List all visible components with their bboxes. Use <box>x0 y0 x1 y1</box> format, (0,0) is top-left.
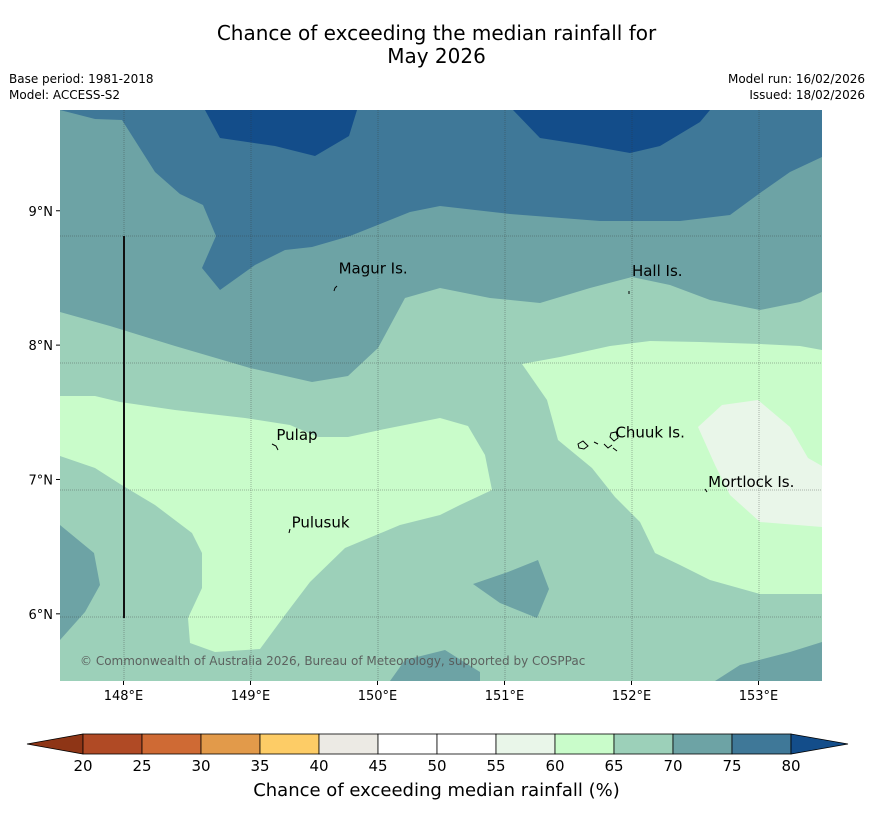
colorbar-segment <box>495 733 556 755</box>
place-labels: Magur Is. Hall Is. Pulap Chuuk Is. Mortlock … <box>276 260 794 532</box>
lat-tick-label: 9°N <box>29 205 54 220</box>
colorbar-segment <box>672 733 733 755</box>
base-period-text: Base period: 1981-2018 <box>9 72 154 86</box>
contour-fills <box>60 110 822 681</box>
contour-55-60-east <box>698 400 822 527</box>
colorbar-segment <box>731 733 792 755</box>
longitude-ticks: 148°E 149°E 150°E 151°E 152°E 153°E <box>104 681 779 704</box>
latitude-ticks: 9°N 8°N 7°N 6°N <box>29 205 60 623</box>
contour-80-plus-east <box>513 110 710 153</box>
chart-title: Chance of exceeding the median rainfall … <box>0 22 873 68</box>
title-line-2: May 2026 <box>387 44 486 68</box>
place-label: Magur Is. <box>339 260 408 278</box>
colorbar-segment <box>82 733 143 755</box>
lat-tick-label: 8°N <box>29 339 54 354</box>
colorbar-segment <box>613 733 674 755</box>
lon-tick-label: 149°E <box>231 689 271 704</box>
contour-80-plus-west <box>205 110 357 156</box>
colorbar-extend-high <box>790 733 849 755</box>
lon-tick-label: 148°E <box>104 689 144 704</box>
place-label: Chuuk Is. <box>615 423 684 441</box>
place-label: Mortlock Is. <box>708 473 794 491</box>
lon-tick-label: 152°E <box>612 689 652 704</box>
colorbar: 20 25 30 35 40 45 50 55 60 65 70 75 80 <box>26 733 849 775</box>
colorbar-segment <box>377 733 438 755</box>
issued-text: Issued: 18/02/2026 <box>749 88 865 102</box>
contour-60-65-west <box>60 396 492 652</box>
colorbar-segment <box>436 733 497 755</box>
colorbar-tick-label: 60 <box>545 757 564 775</box>
colorbar-segment <box>200 733 261 755</box>
colorbar-tick-label: 70 <box>663 757 682 775</box>
contour-75-80 <box>60 110 822 290</box>
colorbar-label: Chance of exceeding median rainfall (%) <box>253 780 620 801</box>
colorbar-extend-low <box>26 733 84 755</box>
colorbar-tick-label: 75 <box>722 757 741 775</box>
colorbar-segment <box>259 733 320 755</box>
lon-tick-label: 150°E <box>358 689 398 704</box>
colorbar-tick-label: 20 <box>73 757 92 775</box>
model-run-text: Model run: 16/02/2026 <box>727 72 865 86</box>
contour-70-75-patch-bottom <box>390 650 480 681</box>
island-outlines <box>271 285 708 534</box>
contour-70-75-patch-center <box>473 560 549 618</box>
place-label: Pulusuk <box>292 513 350 531</box>
colorbar-tick-label: 45 <box>368 757 387 775</box>
colorbar-segment <box>318 733 379 755</box>
place-label: Pulap <box>276 426 317 444</box>
colorbar-segment <box>554 733 615 755</box>
metadata-right: Model run: 16/02/2026 Issued: 18/02/2026 <box>728 71 865 103</box>
colorbar-tick-label: 35 <box>250 757 269 775</box>
model-text: Model: ACCESS-S2 <box>9 88 121 102</box>
place-label: Hall Is. <box>632 262 683 280</box>
lon-tick-label: 153°E <box>739 689 779 704</box>
colorbar-tick-label: 50 <box>427 757 446 775</box>
colorbar-tick-label: 65 <box>604 757 623 775</box>
colorbar-tick-label: 40 <box>309 757 328 775</box>
colorbar-tick-label: 55 <box>486 757 505 775</box>
metadata-left: Base period: 1981-2018 Model: ACCESS-S2 <box>9 71 154 103</box>
colorbar-tick-label: 25 <box>132 757 151 775</box>
lat-tick-label: 6°N <box>29 608 54 623</box>
copyright-text: © Commonwealth of Australia 2026, Bureau… <box>80 654 585 668</box>
gridlines <box>60 110 822 681</box>
lon-tick-label: 151°E <box>485 689 525 704</box>
colorbar-tick-label: 30 <box>191 757 210 775</box>
colorbar-segment <box>141 733 202 755</box>
lat-tick-label: 7°N <box>29 473 54 488</box>
contour-70-75-patch-se <box>715 642 822 681</box>
title-line-1: Chance of exceeding the median rainfall … <box>216 21 657 45</box>
colorbar-tick-label: 80 <box>781 757 800 775</box>
